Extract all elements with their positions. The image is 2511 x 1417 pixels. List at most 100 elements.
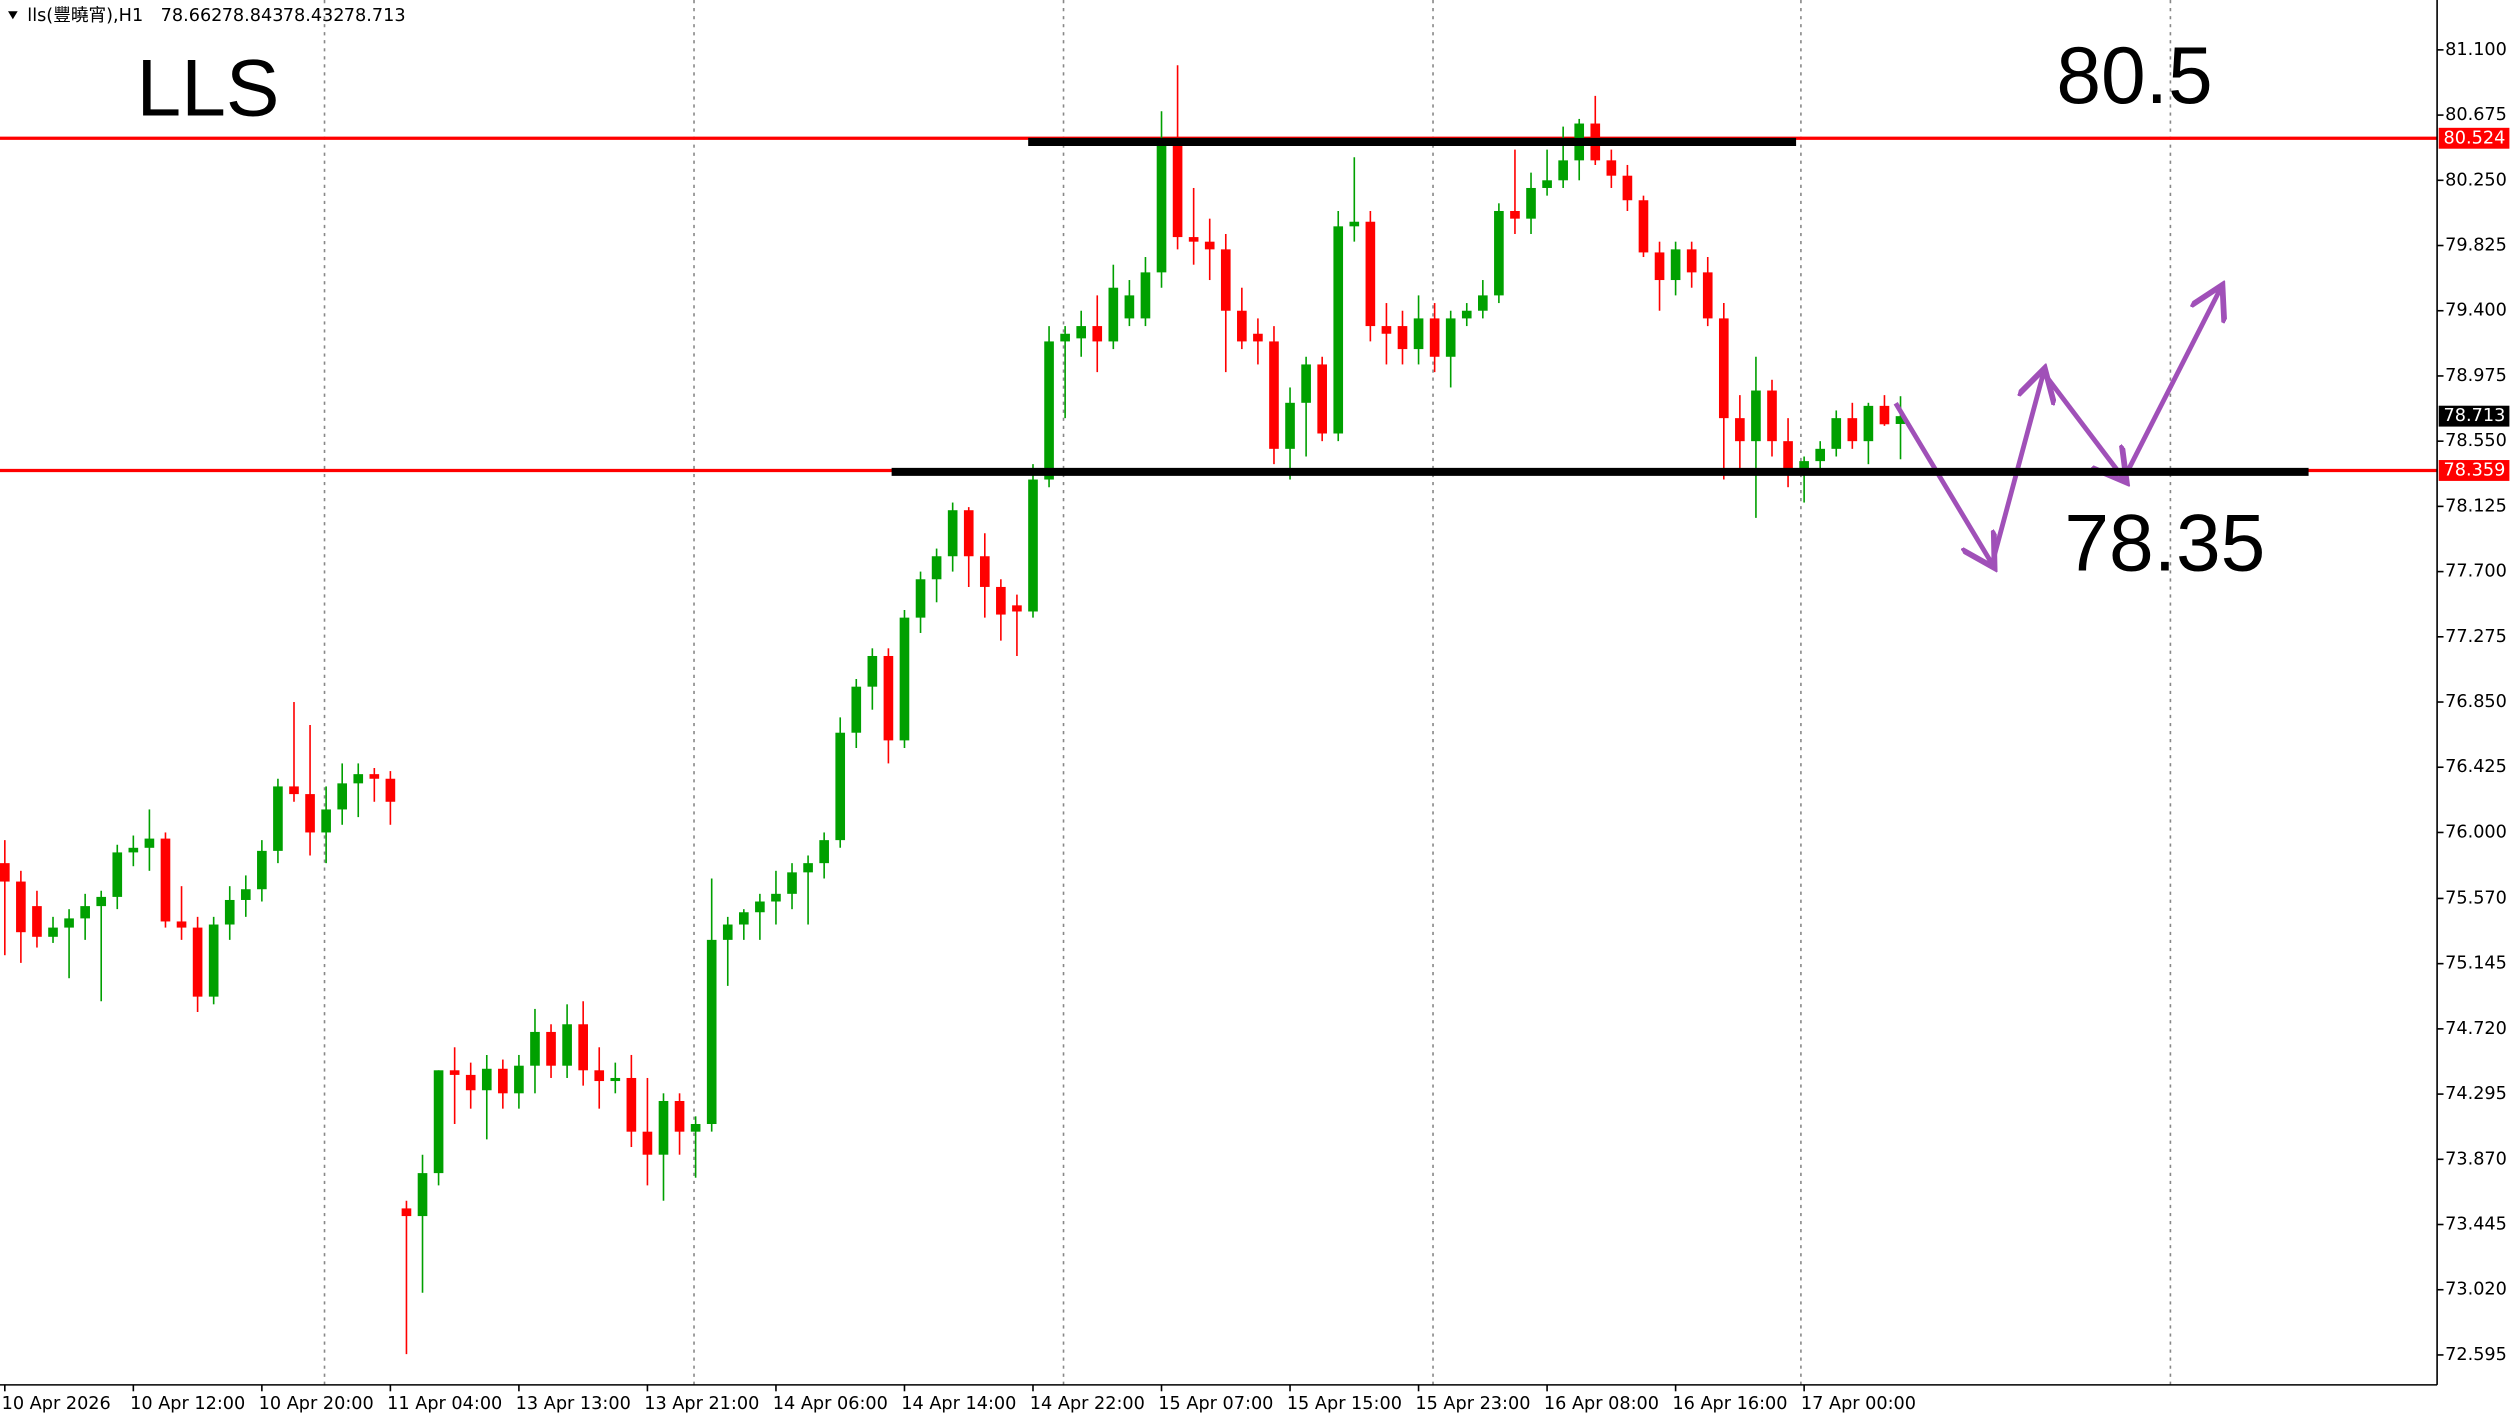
candle-body — [514, 1065, 524, 1094]
candle-body — [594, 1070, 605, 1082]
candle-body — [867, 655, 878, 687]
y-tick-label: 76.000 — [2445, 822, 2507, 842]
candle-body — [1526, 187, 1536, 219]
candle-body — [1606, 160, 1617, 176]
candle-body — [1445, 318, 1456, 357]
menu-arrow[interactable] — [8, 11, 18, 20]
candle-body — [1092, 326, 1103, 342]
candle-body — [1124, 295, 1135, 319]
candle-body — [1028, 479, 1038, 612]
candle-body — [1670, 249, 1681, 281]
x-tick-label: 15 Apr 07:00 — [1158, 1394, 1273, 1414]
x-tick-label: 10 Apr 2026 — [2, 1394, 111, 1414]
y-tick-label: 75.570 — [2445, 888, 2507, 908]
candle-body — [1060, 333, 1070, 342]
y-tick-label: 72.595 — [2445, 1345, 2507, 1365]
candle-body — [819, 840, 829, 864]
candle-body — [963, 510, 974, 557]
candle-body — [578, 1024, 588, 1071]
y-tick-label: 77.275 — [2445, 627, 2507, 647]
candle-body — [851, 686, 862, 733]
chart-title: lls(豐曉宵),H1 — [27, 5, 143, 26]
candle-body — [803, 863, 813, 873]
candle-body — [1188, 237, 1199, 242]
y-tick-label: 73.870 — [2445, 1149, 2507, 1169]
candle-body — [979, 556, 990, 587]
candle-body — [353, 774, 364, 784]
x-tick-label: 10 Apr 20:00 — [259, 1394, 374, 1414]
candle-body — [273, 786, 283, 851]
candle-body — [1783, 441, 1793, 475]
projection-arrow — [2121, 289, 2220, 480]
candle-body — [1301, 364, 1311, 403]
y-tick-label: 77.700 — [2445, 562, 2507, 582]
candle-body — [498, 1068, 508, 1094]
candle-body — [417, 1173, 428, 1217]
candle-body — [1285, 402, 1295, 449]
candle-body — [465, 1074, 476, 1091]
candle-body — [80, 906, 90, 919]
candle-body — [1349, 221, 1360, 227]
candle-body — [1108, 287, 1119, 342]
candle-body — [1317, 364, 1327, 434]
candle-body — [96, 896, 107, 907]
candle-body — [610, 1077, 621, 1082]
support-annotation: 78.35 — [2064, 498, 2265, 588]
close-value: 78.713 — [344, 6, 406, 26]
candle-body — [0, 863, 10, 882]
y-tick-label: 78.125 — [2445, 496, 2507, 516]
candle-body — [208, 924, 219, 997]
candle-body — [401, 1208, 412, 1217]
x-tick-label: 14 Apr 06:00 — [773, 1394, 888, 1414]
candle-body — [674, 1100, 685, 1132]
candle-body — [1622, 175, 1633, 201]
candle-body — [64, 918, 74, 928]
candle-body — [48, 927, 58, 937]
candle-body — [481, 1068, 492, 1091]
candle-body — [369, 774, 380, 779]
candle-body — [1718, 318, 1729, 419]
low-value: 78.432 — [283, 6, 345, 26]
x-tick-label: 15 Apr 23:00 — [1415, 1394, 1530, 1414]
candle-body — [385, 778, 396, 802]
y-tick-label: 73.445 — [2445, 1215, 2507, 1235]
x-tick-label: 14 Apr 14:00 — [901, 1394, 1016, 1414]
candle-body — [1269, 341, 1279, 449]
candle-body — [899, 617, 910, 741]
candle-body — [1510, 210, 1520, 219]
candle-body — [1751, 390, 1761, 442]
level-tag — [2438, 460, 2510, 481]
candle-body — [16, 881, 26, 933]
candle-body — [1735, 418, 1745, 442]
candle-body — [787, 872, 797, 894]
candle-body — [931, 556, 942, 580]
y-tick-label: 80.250 — [2445, 170, 2507, 190]
candle-body — [1333, 226, 1344, 434]
x-tick-label: 13 Apr 13:00 — [516, 1394, 631, 1414]
plot — [0, 65, 2438, 1355]
candle-body — [1686, 249, 1697, 273]
candle-body — [626, 1077, 637, 1132]
candle-body — [1863, 405, 1874, 442]
x-tick-label: 16 Apr 08:00 — [1544, 1394, 1659, 1414]
candle-body — [176, 921, 187, 928]
y-tick-label: 80.675 — [2445, 105, 2507, 125]
y-tick-label: 78.975 — [2445, 366, 2507, 386]
projection-arrow — [1893, 402, 1992, 564]
candle-body — [1172, 138, 1183, 238]
candle-body — [321, 809, 331, 833]
candle-body — [739, 912, 749, 925]
candle-body — [915, 579, 926, 618]
candle-body — [1702, 272, 1713, 319]
level-tag — [2438, 127, 2510, 149]
y-tick-label: 79.400 — [2445, 301, 2507, 321]
candle-body — [1397, 326, 1408, 350]
x-tick-label: 16 Apr 16:00 — [1672, 1394, 1787, 1414]
candle-body — [224, 899, 235, 925]
resistance-annotation: 80.5 — [2056, 31, 2212, 121]
candle-body — [883, 655, 894, 741]
y-tick-label: 76.850 — [2445, 692, 2507, 712]
candle-body — [1253, 333, 1263, 342]
